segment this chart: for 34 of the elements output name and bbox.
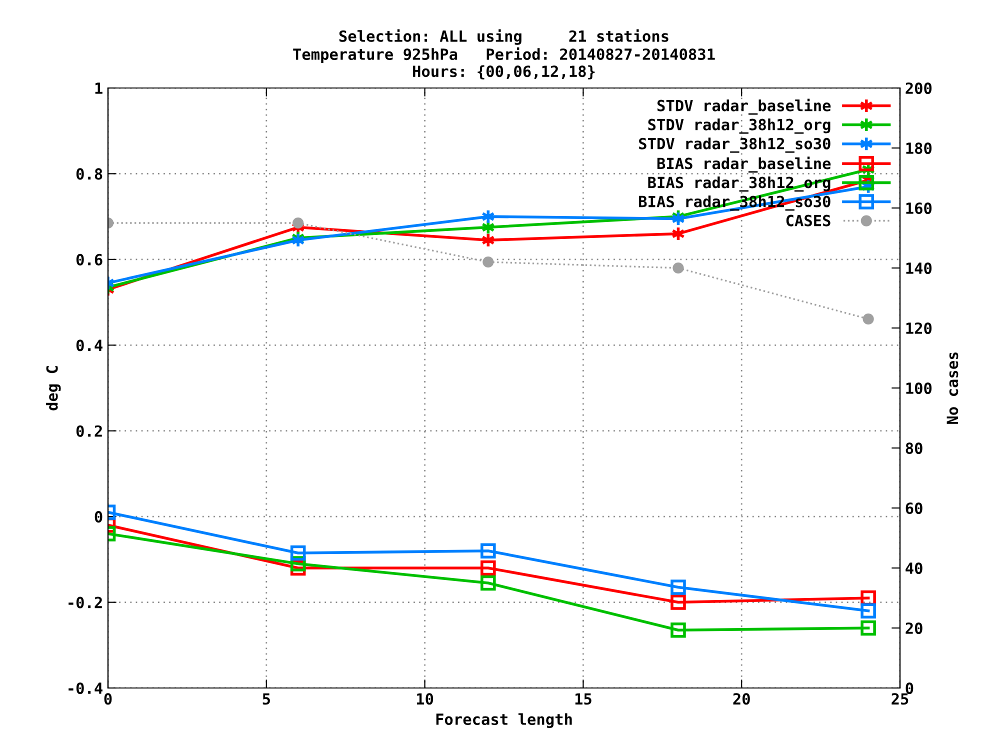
y2-tick-label: 140 — [906, 262, 932, 274]
y2-tick-label: 60 — [906, 502, 922, 514]
x-axis-title: Forecast length — [436, 713, 572, 728]
y2-tick-label: 80 — [906, 442, 922, 454]
legend-label: STDV radar_baseline — [657, 98, 831, 115]
y-tick-label: 0 — [94, 511, 102, 523]
x-tick-label: 20 — [733, 693, 750, 705]
y2-tick-label: 160 — [906, 202, 932, 214]
y2-tick-label: 200 — [906, 82, 932, 94]
y2-tick-label: 180 — [906, 142, 932, 154]
y2-tick-label: 20 — [906, 622, 922, 634]
y2-tick-label: 120 — [906, 322, 932, 334]
x-tick-label: 15 — [575, 693, 592, 705]
x-tick-label: 25 — [892, 693, 908, 705]
y2-tick-label: 40 — [906, 562, 922, 574]
x-tick-label: 10 — [417, 693, 434, 705]
y-tick-label: 1 — [95, 82, 102, 94]
y-tick-label: 0.6 — [76, 254, 102, 266]
legend-label: STDV radar_38h12_org — [648, 118, 830, 134]
legend-label: BIAS radar_baseline — [657, 156, 831, 173]
y-tick-label: 0.2 — [76, 425, 102, 437]
y-axis-title: deg C — [46, 366, 61, 410]
legend-label: STDV radar_38h12_so30 — [639, 138, 830, 153]
chart-title: Selection: ALL using 21 stations Temperature 925hPa Period: 20140827-20140831 Hours: {00,06,12,18} — [293, 29, 715, 80]
y2-tick-label: 100 — [906, 382, 932, 394]
x-tick-label: 5 — [262, 693, 270, 705]
y2-axis-title: No cases — [946, 352, 958, 424]
y2-tick-label: 0 — [906, 682, 914, 694]
y-tick-label: -0.2 — [68, 596, 102, 608]
legend-label: CASES — [786, 214, 830, 226]
y-tick-label: -0.4 — [68, 682, 102, 694]
y-tick-label: 0.4 — [76, 340, 102, 352]
x-tick-label: 0 — [104, 693, 112, 705]
y-tick-label: 0.8 — [76, 168, 102, 180]
